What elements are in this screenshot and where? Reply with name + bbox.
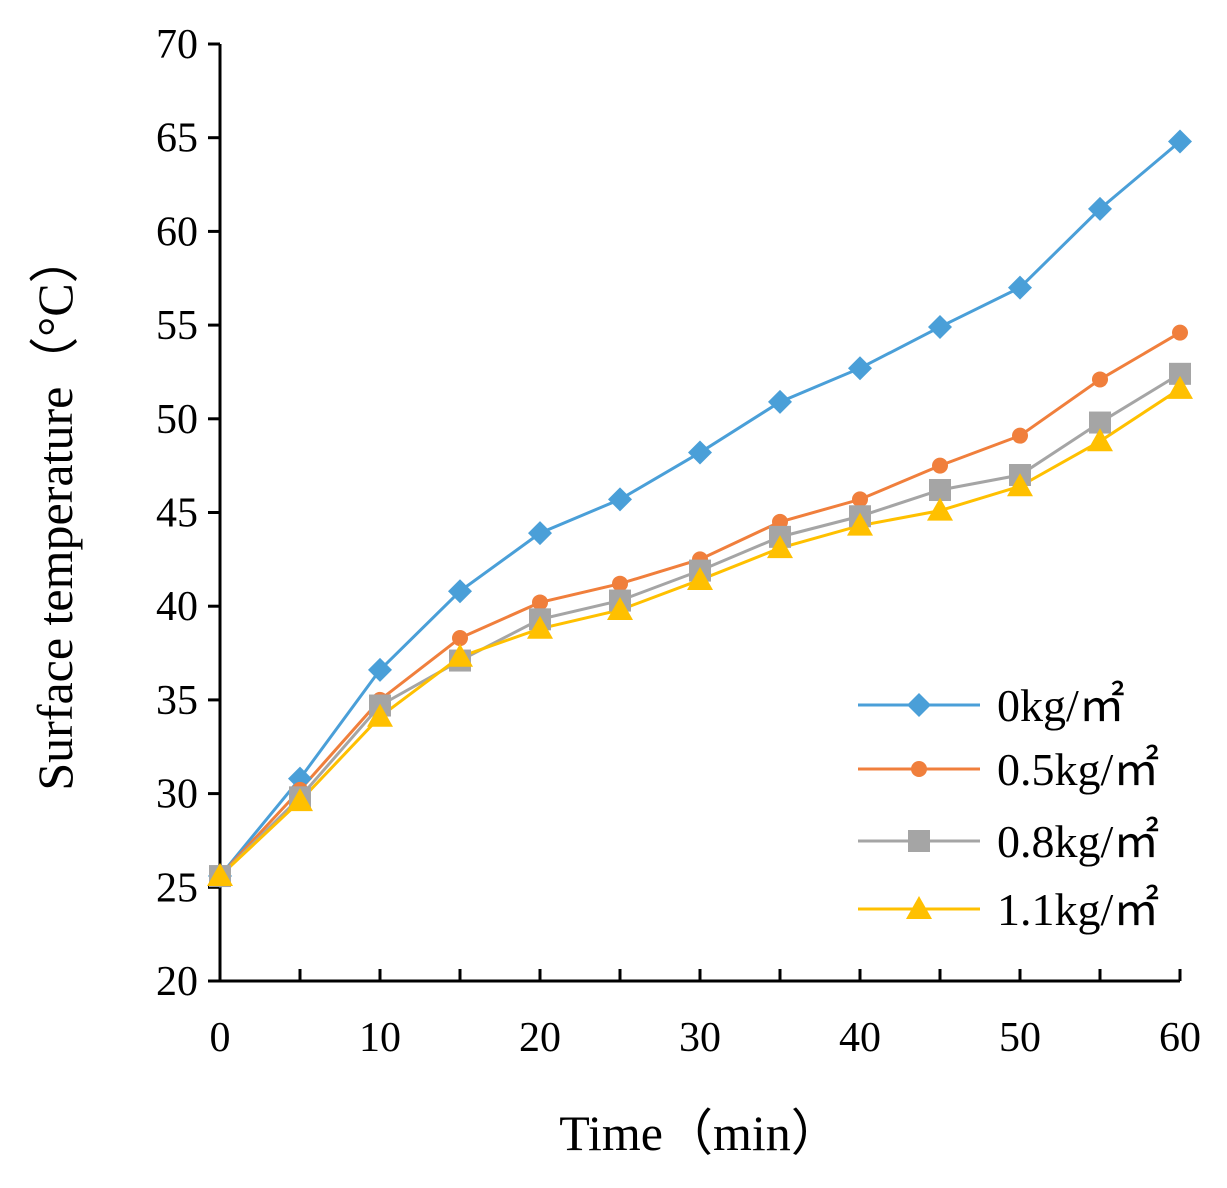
data-point-series-0 [1088,196,1112,221]
data-point-series-0 [928,314,952,339]
y-tick-label: 50 [156,397,198,443]
data-point-series-3 [847,512,873,536]
data-point-series-0 [368,657,392,682]
y-tick-label: 60 [156,209,198,255]
x-tick-label: 30 [679,1015,721,1061]
series-markers [207,129,1193,889]
data-point-series-3 [207,863,233,887]
data-point-series-0 [768,389,792,414]
y-axis-title: Surface temperature（°C） [27,233,83,790]
data-point-series-0 [608,487,632,512]
x-tick-label: 40 [839,1015,881,1061]
y-ticks: 20 25 30 35 40 45 50 55 60 65 70 [156,22,220,1005]
legend-marker-0 [907,693,931,717]
data-point-series-1 [852,491,868,508]
y-tick-label: 35 [156,678,198,724]
data-point-series-1 [1172,324,1188,341]
data-point-series-0 [848,356,872,381]
data-point-series-0 [1008,275,1032,300]
y-tick-label: 20 [156,959,198,1005]
data-point-series-3 [287,788,313,812]
x-tick-label: 0 [210,1015,231,1061]
data-point-series-2 [929,479,951,502]
data-point-series-0 [448,579,472,604]
y-tick-label: 65 [156,116,198,162]
data-point-series-3 [1167,375,1193,399]
x-tick-label: 60 [1159,1015,1201,1061]
data-point-series-3 [447,643,473,667]
legend-label-0: 0kg/㎡ [997,680,1125,731]
legend-label-2: 0.8kg/㎡ [997,816,1159,867]
data-point-series-1 [532,594,548,611]
data-point-series-2 [1169,362,1191,385]
legend-marker-3 [906,896,932,919]
legend-label-3: 1.1kg/㎡ [997,884,1159,935]
data-point-series-3 [607,596,633,620]
data-point-series-1 [932,457,948,474]
data-point-series-3 [1007,473,1033,497]
y-tick-label: 30 [156,772,198,818]
data-point-series-3 [687,566,713,590]
data-point-series-3 [1087,428,1113,452]
x-tick-label: 20 [519,1015,561,1061]
data-point-series-3 [767,535,793,559]
data-point-series-1 [452,630,468,647]
y-tick-label: 70 [156,22,198,68]
x-ticks: 0 10 20 30 40 50 60 [210,969,1201,1061]
data-point-series-0 [528,521,552,546]
x-axis-title: Time（min） [559,1105,841,1161]
x-tick-label: 10 [359,1015,401,1061]
y-tick-label: 45 [156,491,198,537]
legend: 0kg/㎡ 0.5kg/㎡ 0.8kg/㎡ 1.1kg/㎡ [858,680,1159,935]
y-tick-label: 25 [156,865,198,911]
y-tick-label: 55 [156,303,198,349]
data-point-series-3 [367,703,393,727]
x-tick-label: 50 [999,1015,1041,1061]
data-point-series-1 [612,575,628,592]
data-point-series-3 [527,615,553,639]
data-point-series-1 [1092,371,1108,388]
legend-marker-1 [911,761,927,777]
data-point-series-3 [927,497,953,521]
legend-label-1: 0.5kg/㎡ [997,744,1159,795]
data-point-series-1 [1012,427,1028,444]
data-point-series-0 [688,440,712,465]
data-point-series-0 [1168,129,1192,154]
data-point-series-2 [1089,411,1111,434]
y-tick-label: 40 [156,584,198,630]
legend-marker-2 [908,830,930,852]
